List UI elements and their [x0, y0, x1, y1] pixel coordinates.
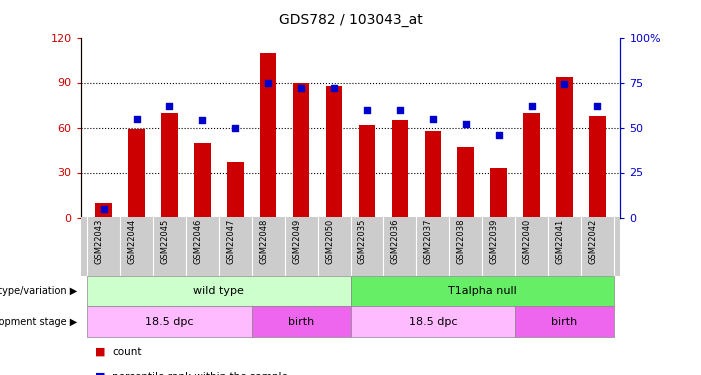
Text: birth: birth: [551, 317, 578, 327]
Bar: [392, 120, 408, 218]
Point: [197, 117, 208, 123]
Text: GSM22049: GSM22049: [292, 219, 301, 264]
Point: [164, 103, 175, 109]
Text: GSM22036: GSM22036: [391, 219, 400, 264]
Text: count: count: [112, 347, 142, 357]
Text: GSM22050: GSM22050: [325, 219, 334, 264]
Bar: [87, 276, 350, 306]
Point: [493, 132, 504, 138]
Text: birth: birth: [288, 317, 314, 327]
Text: percentile rank within the sample: percentile rank within the sample: [112, 372, 288, 375]
Text: ■: ■: [95, 347, 109, 357]
Point: [296, 85, 307, 91]
Text: GSM22039: GSM22039: [489, 219, 498, 264]
Point: [460, 121, 471, 127]
Text: GSM22040: GSM22040: [522, 219, 531, 264]
Bar: [458, 147, 474, 218]
Bar: [227, 162, 243, 218]
Point: [559, 81, 570, 87]
Point: [361, 106, 372, 112]
Bar: [326, 86, 342, 218]
Text: GSM22046: GSM22046: [193, 219, 203, 264]
Bar: [161, 112, 178, 218]
Text: GSM22042: GSM22042: [588, 219, 597, 264]
Bar: [491, 168, 507, 217]
Bar: [260, 53, 276, 217]
Bar: [128, 129, 145, 218]
Bar: [95, 202, 112, 217]
Text: GDS782 / 103043_at: GDS782 / 103043_at: [278, 13, 423, 27]
Text: GSM22047: GSM22047: [226, 219, 236, 264]
Text: 18.5 dpc: 18.5 dpc: [409, 317, 457, 327]
Text: GSM22035: GSM22035: [358, 219, 367, 264]
Point: [230, 124, 241, 130]
Point: [98, 206, 109, 212]
Bar: [425, 130, 441, 218]
Point: [427, 116, 438, 122]
Point: [394, 106, 405, 112]
Bar: [194, 142, 210, 218]
Bar: [556, 76, 573, 218]
Bar: [515, 306, 614, 337]
Bar: [350, 306, 515, 337]
Text: GSM22048: GSM22048: [259, 219, 268, 264]
Text: genotype/variation ▶: genotype/variation ▶: [0, 286, 77, 296]
Bar: [523, 112, 540, 218]
Point: [329, 85, 340, 91]
Text: GSM22037: GSM22037: [424, 219, 433, 264]
Point: [592, 103, 603, 109]
Text: GSM22041: GSM22041: [555, 219, 564, 264]
Bar: [350, 276, 614, 306]
Bar: [293, 82, 309, 218]
Text: wild type: wild type: [193, 286, 244, 296]
Text: T1alpha null: T1alpha null: [448, 286, 517, 296]
Bar: [359, 124, 375, 217]
Text: development stage ▶: development stage ▶: [0, 317, 77, 327]
Text: GSM22038: GSM22038: [456, 219, 465, 264]
Point: [131, 116, 142, 122]
Text: ■: ■: [95, 372, 109, 375]
Bar: [252, 306, 350, 337]
Bar: [589, 116, 606, 218]
Point: [526, 103, 537, 109]
Text: GSM22043: GSM22043: [95, 219, 104, 264]
Point: [263, 80, 274, 86]
Text: 18.5 dpc: 18.5 dpc: [145, 317, 193, 327]
Bar: [87, 306, 252, 337]
Text: GSM22045: GSM22045: [161, 219, 170, 264]
Text: GSM22044: GSM22044: [128, 219, 137, 264]
